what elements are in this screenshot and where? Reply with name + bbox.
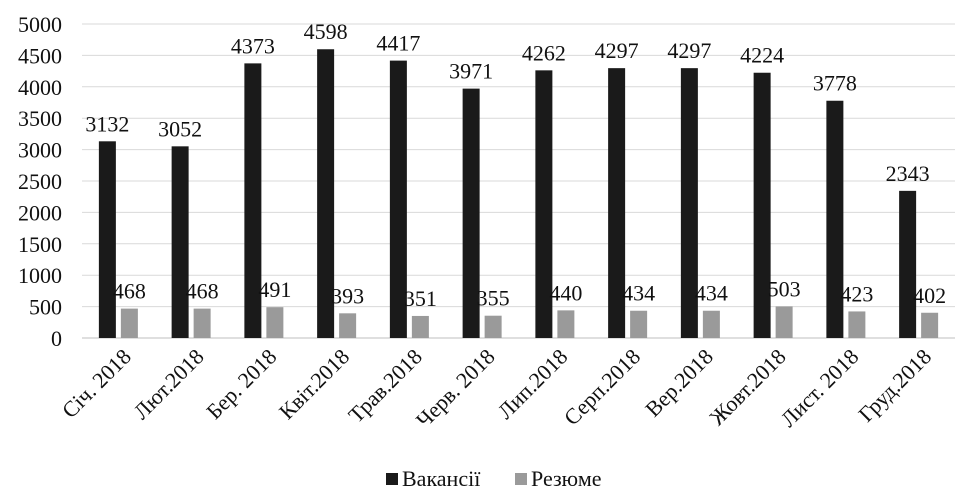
data-label-resumes: 440 <box>549 280 582 305</box>
data-label-resumes: 434 <box>695 281 728 306</box>
bar-vacancies-9 <box>753 72 771 339</box>
x-tick-label: Квіт.2018 <box>274 344 354 424</box>
data-label-resumes: 355 <box>477 286 510 311</box>
y-tick-label: 1000 <box>18 263 62 288</box>
y-tick-label: 1500 <box>18 232 62 257</box>
data-label-resumes: 393 <box>331 283 364 308</box>
bar-resumes-11 <box>921 312 939 338</box>
x-tick-label: Січ. 2018 <box>57 344 136 423</box>
bar-vacancies-4 <box>389 60 407 339</box>
x-tick-label: Черв. 2018 <box>411 344 500 433</box>
data-label-resumes: 468 <box>113 279 146 304</box>
bar-vacancies-6 <box>535 70 553 338</box>
bar-vacancies-0 <box>98 141 116 338</box>
bar-resumes-3 <box>339 313 357 338</box>
y-tick-label: 2500 <box>18 169 62 194</box>
y-tick-label: 0 <box>51 326 62 351</box>
x-tick-label: Серп.2018 <box>559 344 645 430</box>
data-label-vacancies: 3052 <box>158 116 202 141</box>
y-axis-ticks: 0 500 1000 1500 2000 2500 3000 3500 4000 4500 5000 <box>18 12 62 351</box>
data-label-resumes: 434 <box>622 281 655 306</box>
y-tick-label: 2000 <box>18 200 62 225</box>
bar-resumes-5 <box>484 315 502 338</box>
data-label-vacancies: 3778 <box>813 71 857 96</box>
bar-resumes-1 <box>193 308 211 338</box>
legend-label-resumes: Резюме <box>531 466 602 491</box>
data-label-vacancies: 4262 <box>522 40 566 65</box>
y-tick-label: 4500 <box>18 43 62 68</box>
x-tick-label: Груд.2018 <box>853 344 936 427</box>
legend-swatch-vacancies <box>386 473 398 485</box>
data-label-vacancies: 4297 <box>667 38 711 63</box>
x-tick-label: Лют.2018 <box>128 344 208 424</box>
bar-resumes-10 <box>848 311 866 338</box>
bars <box>98 49 939 339</box>
y-tick-label: 3000 <box>18 138 62 163</box>
y-tick-label: 3500 <box>18 106 62 131</box>
data-label-vacancies: 3971 <box>449 59 493 84</box>
data-label-vacancies: 4297 <box>595 38 639 63</box>
bar-resumes-7 <box>630 310 648 338</box>
bar-resumes-9 <box>775 306 793 338</box>
data-label-resumes: 402 <box>913 283 946 308</box>
bar-resumes-6 <box>557 310 575 338</box>
data-label-vacancies: 4224 <box>740 43 784 68</box>
gridlines <box>82 23 955 339</box>
bar-vacancies-10 <box>826 100 844 338</box>
bar-vacancies-11 <box>899 190 917 338</box>
x-tick-label: Бер. 2018 <box>201 344 281 424</box>
y-tick-label: 500 <box>29 295 62 320</box>
data-label-resumes: 503 <box>768 276 801 301</box>
data-label-vacancies: 4417 <box>376 31 420 56</box>
bar-vacancies-3 <box>317 49 335 338</box>
data-labels: 3132 468 3052 468 4373 491 4598 393 4417 351 3971 3… <box>85 19 946 311</box>
bar-vacancies-1 <box>171 146 189 338</box>
data-label-resumes: 491 <box>258 277 291 302</box>
data-label-resumes: 351 <box>404 286 437 311</box>
bar-vacancies-7 <box>608 68 626 338</box>
bar-resumes-0 <box>120 308 138 338</box>
bar-resumes-8 <box>702 310 720 338</box>
data-label-vacancies: 3132 <box>85 111 129 136</box>
bar-vacancies-2 <box>244 63 262 338</box>
bar-vacancies-8 <box>680 68 698 338</box>
y-tick-label: 5000 <box>18 12 62 37</box>
data-label-vacancies: 4598 <box>304 19 348 44</box>
data-label-resumes: 468 <box>186 279 219 304</box>
legend-label-vacancies: Вакансії <box>402 466 481 491</box>
legend-swatch-resumes <box>515 473 527 485</box>
x-tick-label: Лист. 2018 <box>775 344 863 432</box>
legend: Вакансії Резюме <box>386 466 602 491</box>
data-label-vacancies: 4373 <box>231 33 275 58</box>
bar-resumes-2 <box>266 307 284 338</box>
bar-resumes-4 <box>411 315 429 338</box>
bar-vacancies-5 <box>462 88 480 338</box>
data-label-vacancies: 2343 <box>886 161 930 186</box>
y-tick-label: 4000 <box>18 75 62 100</box>
data-label-resumes: 423 <box>840 281 873 306</box>
